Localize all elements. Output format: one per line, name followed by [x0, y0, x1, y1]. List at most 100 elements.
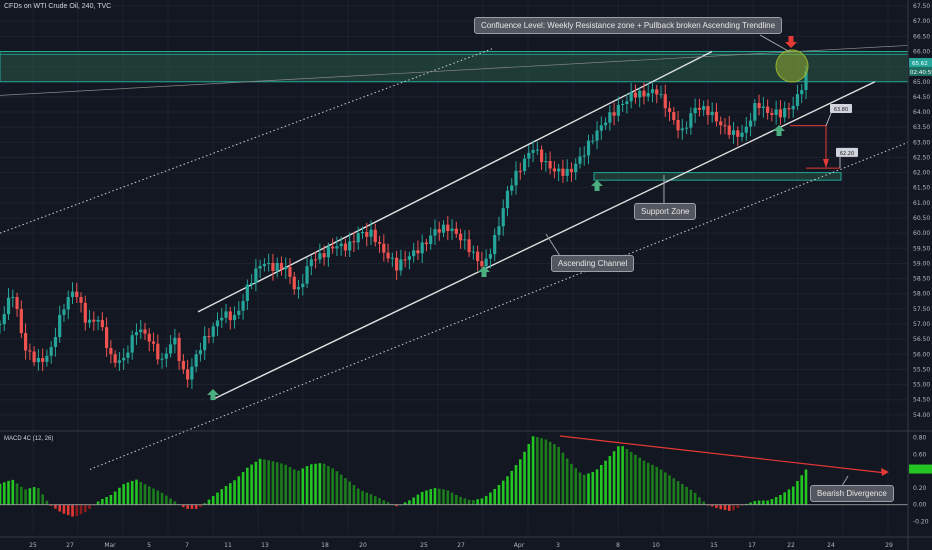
macd-bar: [574, 468, 578, 505]
candle-body: [714, 111, 719, 122]
candle-body: [569, 168, 574, 173]
macd-tick-label: -0.20: [913, 518, 929, 525]
candle-body: [335, 246, 339, 249]
macd-bar: [322, 463, 326, 505]
chart-title: CFDs on WTI Crude Oil, 240, TVC: [4, 3, 112, 10]
macd-bar: [292, 469, 296, 505]
candle-body: [586, 140, 591, 156]
macd-bar: [28, 488, 32, 505]
candle-body: [117, 360, 122, 363]
candle-body: [313, 259, 318, 261]
macd-bar: [582, 474, 586, 505]
channel-pointer: [545, 233, 561, 257]
candle-body: [650, 89, 655, 94]
macd-bar: [766, 500, 769, 505]
macd-bar: [476, 499, 479, 505]
candle-body: [748, 120, 753, 127]
price-tick-label: 57.50: [913, 306, 930, 313]
green-up-arrow: [207, 389, 219, 400]
candle-body: [753, 103, 757, 121]
divergence-line: [559, 435, 886, 474]
candle-body: [352, 241, 356, 243]
candle-body: [365, 231, 369, 237]
candle-body: [326, 246, 330, 258]
macd-tick-label: 0.20: [913, 485, 927, 492]
time-tick-label: 27: [457, 542, 465, 549]
macd-bar: [600, 465, 603, 505]
candle-body: [92, 319, 96, 322]
macd-bar: [561, 452, 565, 505]
macd-bar: [369, 494, 373, 505]
candle-body: [390, 257, 394, 259]
macd-bar: [182, 504, 185, 508]
candle-body: [510, 185, 514, 191]
candle-body: [437, 229, 441, 233]
macd-bar: [642, 460, 646, 505]
macd-bar: [130, 480, 134, 505]
candle-body: [279, 262, 284, 270]
candle-body: [522, 158, 527, 171]
price-tick-label: 58.00: [913, 291, 930, 298]
macd-bar: [203, 503, 206, 505]
macd-tick-label: 0.80: [913, 435, 927, 442]
candle-body: [143, 329, 147, 334]
macd-bar: [344, 478, 347, 505]
channel-lower-line: [211, 81, 876, 401]
macd-bar: [715, 504, 718, 508]
macd-bar: [386, 502, 390, 505]
macd-bar: [544, 439, 548, 505]
macd-bar: [20, 486, 23, 505]
trend-lines: [0, 45, 909, 470]
confluence-circle: [775, 49, 809, 83]
thin-trendline: [0, 45, 909, 96]
candle-body: [237, 310, 241, 315]
macd-bar: [32, 487, 36, 505]
candle-body: [79, 296, 83, 303]
candle-body: [433, 229, 437, 236]
macd-bar: [655, 466, 659, 505]
candle-body: [331, 246, 335, 249]
macd-bar: [651, 464, 654, 505]
macd-bar: [403, 502, 407, 505]
macd-bar: [774, 497, 778, 505]
candle-body: [198, 350, 203, 355]
target1-badge: [830, 104, 852, 114]
price-tick-label: 55.50: [913, 366, 930, 373]
macd-bar: [62, 504, 66, 514]
macd-bar: [216, 492, 219, 505]
candle-body: [245, 284, 249, 302]
candle-body: [168, 344, 173, 354]
time-tick-label: 13: [261, 542, 269, 549]
candle-body: [565, 168, 569, 176]
macd-bar: [88, 504, 91, 509]
macd-bar: [314, 463, 317, 505]
candle-body: [574, 163, 578, 173]
macd-bar: [425, 490, 428, 505]
macd-bar: [663, 472, 667, 505]
candle-body: [296, 287, 301, 290]
candle-body: [181, 360, 185, 370]
candle-body: [518, 170, 522, 172]
macd-bar: [557, 446, 560, 505]
candle-body: [126, 352, 130, 358]
candle-body: [356, 233, 360, 243]
candle-body: [719, 121, 723, 126]
time-tick-label: 3: [556, 542, 560, 549]
candle-body: [561, 168, 565, 176]
macd-bar: [288, 467, 292, 505]
macd-bar: [186, 504, 189, 509]
candle-body: [582, 155, 586, 157]
candle-body: [203, 336, 207, 351]
macd-bar: [702, 501, 705, 505]
macd-bar: [416, 494, 420, 505]
macd-bar: [540, 438, 543, 505]
candle-body: [689, 113, 693, 128]
price-tick-label: 66.50: [913, 33, 930, 40]
time-tick-label: 8: [616, 542, 620, 549]
macd-bar: [58, 504, 62, 512]
candle-body: [109, 348, 113, 355]
macd-bar: [472, 500, 475, 505]
candle-body: [629, 92, 633, 102]
price-tick-label: 64.00: [913, 109, 930, 116]
macd-bar: [676, 481, 680, 505]
